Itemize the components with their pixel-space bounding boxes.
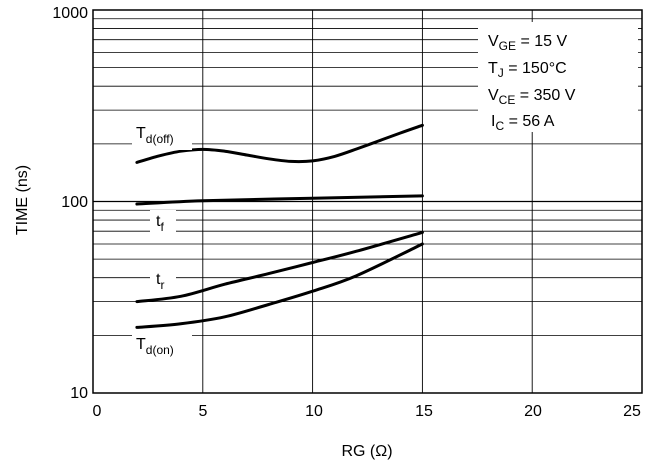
- series-labels: Td(off) tf tr Td(on): [136, 125, 174, 357]
- x-axis-title: RG (Ω): [341, 443, 392, 460]
- condition-ic: IC = 56 A: [491, 113, 555, 133]
- x-tick-label-0: 0: [93, 403, 102, 420]
- conditions-box: [478, 22, 638, 132]
- series-lines: [135, 123, 424, 329]
- series-label-tr: tr: [156, 271, 164, 292]
- y-tick-label-10: 10: [70, 385, 88, 402]
- series-line-tr: [135, 230, 424, 304]
- series-line-td-off: [135, 123, 424, 164]
- label-mask-tr: [150, 268, 176, 294]
- x-tick-label-10: 10: [305, 403, 323, 420]
- series-label-td-on: Td(on): [136, 336, 174, 357]
- condition-vce: VCE = 350 V: [488, 87, 576, 107]
- label-mask-td-on: [132, 333, 192, 361]
- series-label-td-off: Td(off): [136, 125, 174, 146]
- y-axis-title: TIME (ns): [14, 165, 31, 235]
- x-tick-label-25: 25: [623, 403, 641, 420]
- x-tick-labels: 0 5 10 15 20 25: [93, 403, 641, 420]
- series-line-tf: [135, 194, 424, 206]
- condition-tj: TJ = 150°C: [488, 60, 567, 80]
- conditions-legend: VGE = 15 V TJ = 150°C VCE = 350 V IC = 5…: [488, 33, 576, 133]
- x-tick-label-15: 15: [415, 403, 433, 420]
- x-tick-label-5: 5: [199, 403, 208, 420]
- series-line-td-on: [135, 242, 424, 329]
- x-tick-label-20: 20: [524, 403, 542, 420]
- y-tick-labels: 10 100 1000: [52, 5, 88, 402]
- plot-frame: [92, 9, 643, 394]
- series-label-tf: tf: [156, 213, 164, 234]
- y-tick-label-1000: 1000: [52, 5, 88, 22]
- label-mask-tf: [150, 210, 176, 236]
- label-mask-td-off: [132, 120, 192, 150]
- y-tick-label-100: 100: [61, 194, 88, 211]
- condition-vge: VGE = 15 V: [488, 33, 567, 53]
